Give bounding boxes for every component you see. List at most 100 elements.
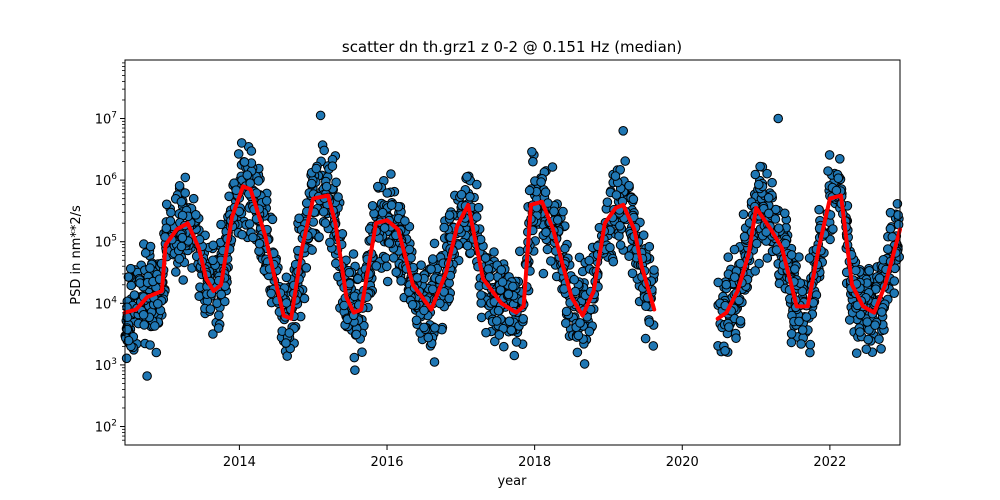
scatter-point — [497, 277, 508, 287]
scatter-point — [353, 274, 363, 284]
scatter-point — [281, 338, 291, 348]
x-axis-label: year — [497, 474, 527, 489]
scatter-point — [504, 316, 515, 327]
y-axis-label: PSD in nm**2/s — [69, 205, 84, 305]
scatter-point — [476, 298, 487, 308]
y-tick-exponent: 4 — [111, 295, 117, 305]
scatter-point — [419, 305, 429, 316]
scatter-point — [145, 241, 156, 252]
scatter-point — [560, 243, 570, 254]
scatter-point — [138, 310, 149, 320]
scatter-point — [122, 324, 133, 335]
scatter-point — [140, 248, 151, 258]
scatter-point — [751, 238, 762, 249]
scatter-point — [267, 214, 278, 225]
scatter-point — [644, 241, 655, 252]
scatter-point — [874, 273, 885, 284]
scatter-point — [641, 301, 651, 312]
scatter-point — [208, 329, 218, 339]
scatter-point — [615, 165, 626, 175]
scatter-point — [439, 222, 450, 233]
scatter-point — [489, 247, 499, 257]
scatter-point — [770, 214, 781, 224]
plot-frame — [124, 59, 901, 446]
x-tick-label: 2022 — [813, 455, 846, 470]
scatter-point — [473, 202, 484, 213]
scatter-point — [373, 181, 383, 192]
scatter-point — [388, 252, 399, 263]
scatter-point — [767, 177, 777, 188]
scatter-point — [444, 210, 455, 220]
median-line — [715, 193, 902, 321]
x-tick-label: 2020 — [666, 455, 699, 470]
scatter-point — [382, 188, 393, 198]
scatter-point — [774, 223, 784, 233]
scatter-point — [558, 206, 568, 217]
scatter-point — [314, 232, 324, 242]
scatter-point — [851, 348, 862, 359]
scatter-point — [121, 353, 132, 364]
scatter-point — [828, 224, 838, 234]
scatter-point — [561, 318, 571, 329]
scatter-point — [561, 306, 572, 317]
scatter-point — [161, 199, 172, 210]
scatter-point — [429, 238, 440, 249]
scatter-point — [573, 330, 584, 341]
scatter-point — [876, 344, 886, 354]
scatter-point — [151, 347, 162, 358]
scatter-point — [177, 232, 188, 243]
scatter-point — [350, 365, 360, 376]
scatter-point — [321, 181, 332, 192]
scatter-point — [536, 177, 546, 187]
scatter-point — [129, 290, 140, 300]
scatter-point — [805, 347, 815, 358]
scatter-point — [575, 318, 585, 328]
scatter-point — [495, 285, 506, 295]
scatter-point — [294, 213, 304, 224]
scatter-point — [311, 163, 322, 174]
scatter-point — [465, 192, 475, 202]
scatter-point — [801, 312, 812, 322]
scatter-point — [492, 316, 502, 326]
scatter-point — [496, 265, 507, 275]
scatter-point — [416, 260, 426, 271]
scatter-point — [547, 162, 558, 172]
scatter-point — [720, 346, 730, 356]
scatter-point — [493, 305, 504, 316]
scatter-point — [331, 258, 341, 269]
scatter-point — [572, 347, 583, 358]
scatter-point — [610, 171, 621, 181]
scatter-point — [579, 359, 590, 369]
scatter-point — [351, 329, 362, 340]
scatter-point — [729, 244, 740, 255]
scatter-point — [721, 279, 732, 290]
scatter-point — [518, 314, 529, 324]
scatter-point — [483, 264, 494, 274]
scatter-point — [419, 322, 429, 333]
scatter-point — [618, 126, 629, 136]
scatter-point — [549, 206, 559, 217]
scatter-point — [790, 264, 800, 274]
scatter-point — [411, 315, 422, 326]
scatter-point — [851, 265, 861, 276]
scatter-point — [176, 241, 187, 252]
scatter-point — [540, 187, 551, 197]
scatter-point — [713, 277, 724, 288]
scatter-point — [796, 339, 806, 349]
scatter-point — [584, 255, 595, 266]
scatter-point — [804, 253, 815, 263]
median-line-layer — [123, 184, 902, 321]
scatter-point — [301, 263, 312, 273]
y-tick-exponent: 3 — [111, 357, 117, 367]
scatter-point — [224, 191, 234, 202]
scatter-point — [569, 274, 580, 285]
scatter-point — [254, 238, 265, 249]
scatter-point — [472, 179, 482, 190]
scatter-point — [855, 327, 865, 337]
scatter-point — [833, 173, 844, 183]
scatter-point — [755, 161, 765, 172]
scatter-point — [611, 190, 622, 200]
scatter-point — [213, 323, 224, 333]
scatter-point — [391, 267, 402, 278]
scatter-point — [188, 193, 199, 204]
